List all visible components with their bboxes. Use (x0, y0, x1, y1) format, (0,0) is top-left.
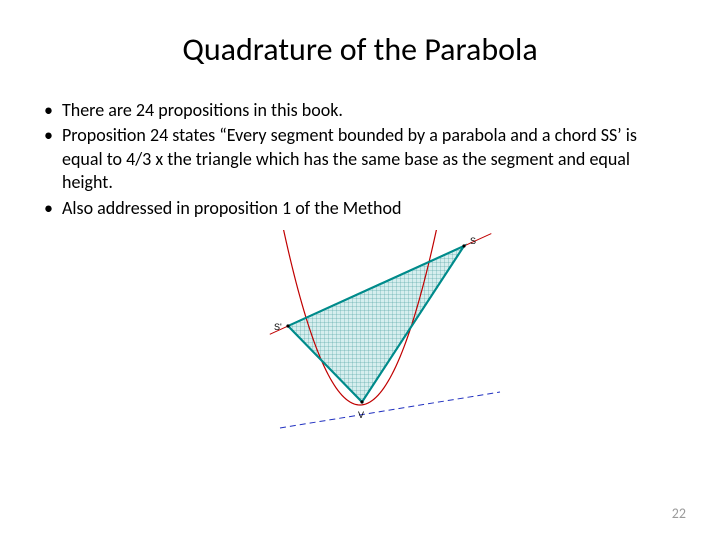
list-item: There are 24 propositions in this book. (40, 99, 680, 122)
svg-text:S': S' (274, 322, 282, 332)
page-title: Quadrature of the Parabola (40, 30, 680, 69)
svg-text:S: S (470, 236, 476, 246)
list-item: Proposition 24 states “Every segment bou… (40, 124, 680, 194)
parabola-diagram: S S' V (200, 230, 520, 430)
bullet-list: There are 24 propositions in this book. … (40, 99, 680, 220)
svg-text:V: V (358, 410, 364, 420)
page-number: 22 (672, 505, 686, 522)
list-item: Also addressed in proposition 1 of the M… (40, 197, 680, 220)
